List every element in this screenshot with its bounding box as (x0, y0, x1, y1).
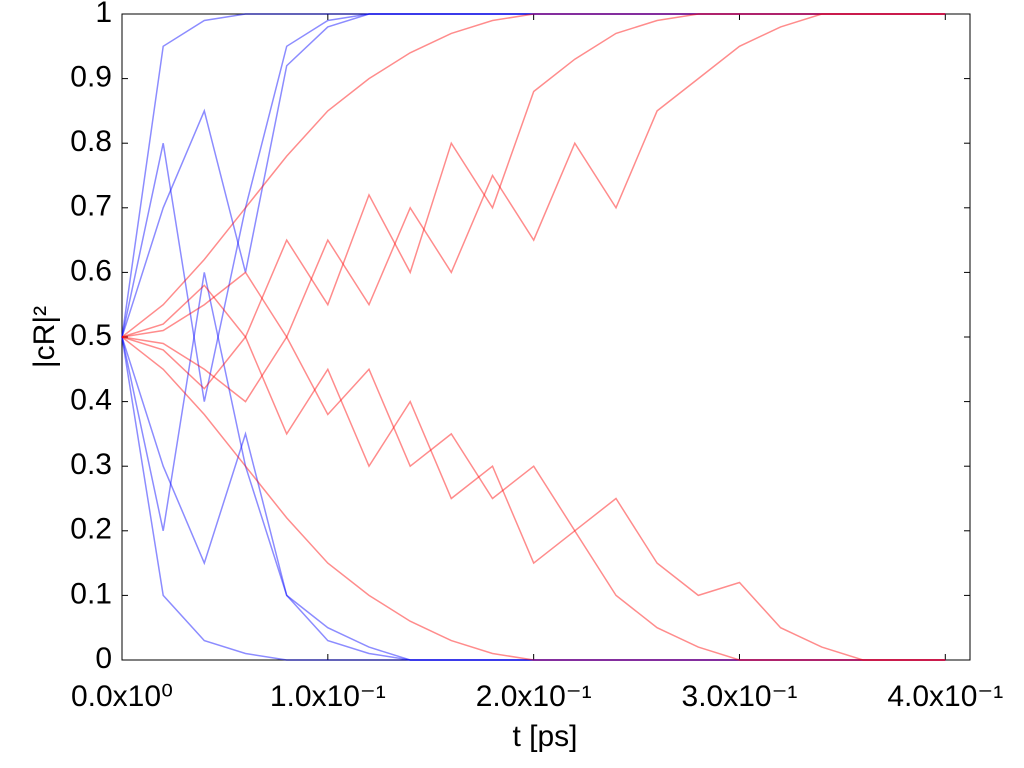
y-axis-label: |cR|² (28, 306, 61, 368)
trajectory-line (121, 336, 946, 661)
x-tick-label: 0.0x10⁰ (71, 680, 173, 713)
y-tick-label: 0.1 (70, 577, 112, 610)
y-tick-label: 1 (95, 0, 112, 29)
trajectory-line (121, 335, 946, 661)
x-tick-label: 3.0x10⁻¹ (682, 680, 798, 713)
trajectory-line (121, 272, 946, 661)
y-tick-label: 0.8 (70, 125, 112, 158)
y-tick-label: 0.2 (70, 513, 112, 546)
y-tick-label: 0.5 (70, 319, 112, 352)
x-tick-label: 4.0x10⁻¹ (887, 680, 1003, 713)
trajectory-line (121, 13, 946, 402)
x-axis-label: t [ps] (512, 720, 577, 753)
trajectory-line (121, 13, 946, 338)
trajectory-line (121, 336, 946, 661)
y-tick-label: 0 (95, 642, 112, 675)
trajectory-line (121, 336, 946, 661)
trajectory-line (121, 335, 946, 661)
plot-frame (121, 13, 971, 661)
y-tick-label: 0.7 (70, 190, 112, 223)
trajectory-line (121, 13, 946, 339)
trajectory-line (121, 13, 946, 338)
x-tick-label: 1.0x10⁻¹ (270, 680, 386, 713)
y-tick-label: 0.6 (70, 254, 112, 287)
trajectory-line (121, 13, 946, 339)
x-tick-label: 2.0x10⁻¹ (476, 680, 592, 713)
y-tick-label: 0.3 (70, 448, 112, 481)
y-tick-label: 0.4 (70, 384, 112, 417)
y-tick-label: 0.9 (70, 61, 112, 94)
trajectory-line (121, 13, 946, 338)
